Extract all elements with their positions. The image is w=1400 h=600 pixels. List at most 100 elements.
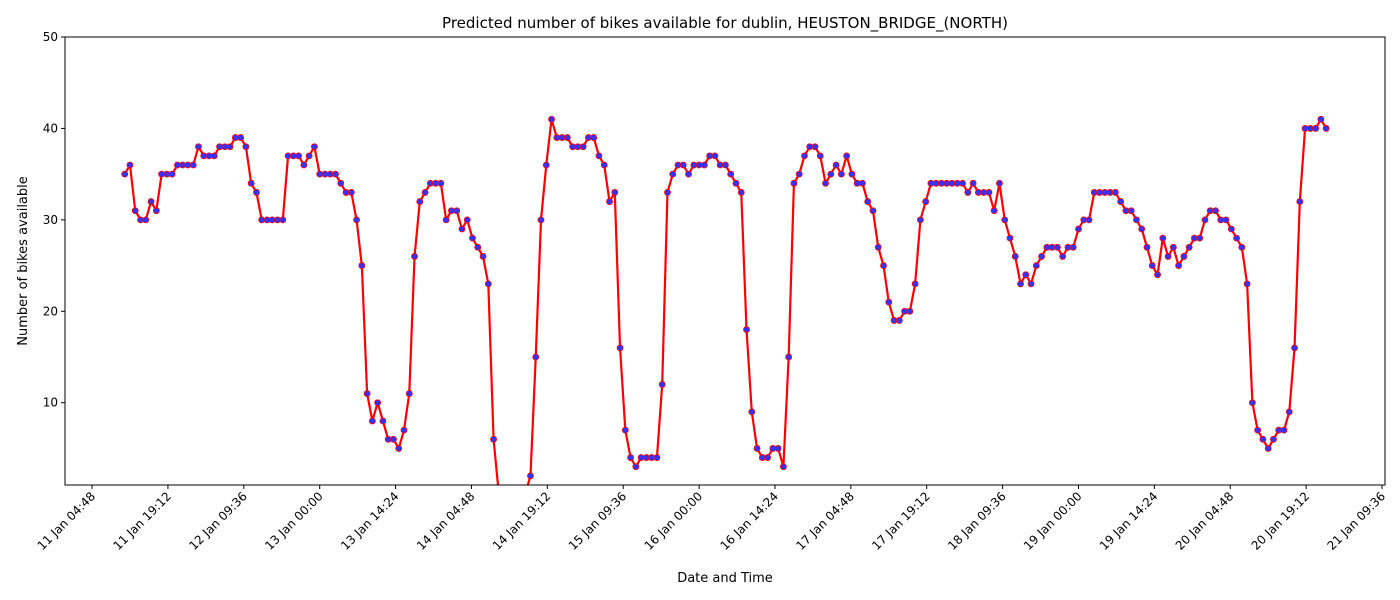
x-tick-label: 20 Jan 04:48 <box>1173 489 1237 553</box>
x-tick-label: 20 Jan 19:12 <box>1249 489 1313 553</box>
data-point <box>669 170 677 178</box>
data-point <box>743 326 750 333</box>
data-point <box>474 243 482 251</box>
data-point <box>1322 125 1330 132</box>
data-point <box>595 152 603 160</box>
data-point <box>1148 262 1156 269</box>
x-tick-label: 21 Jan 09:36 <box>1325 489 1389 553</box>
data-point <box>1291 344 1298 352</box>
data-point <box>442 216 450 224</box>
data-point <box>279 216 287 224</box>
data-point <box>242 143 250 151</box>
data-point <box>917 216 924 224</box>
data-point <box>906 307 914 315</box>
data-point <box>411 253 418 260</box>
data-point <box>210 152 218 160</box>
x-tick-label: 12 Jan 09:36 <box>186 489 250 553</box>
data-point <box>843 152 851 160</box>
x-tick-label: 17 Jan 19:12 <box>869 489 933 553</box>
data-point <box>469 234 476 242</box>
data-point <box>827 170 835 178</box>
data-point <box>121 170 129 178</box>
data-point <box>832 161 840 169</box>
data-point <box>126 161 134 169</box>
y-axis-label: Number of bikes available <box>16 176 31 346</box>
data-line <box>123 118 1328 485</box>
data-point <box>785 353 793 361</box>
chart-title: Predicted number of bikes available for … <box>442 14 1008 33</box>
x-tick-label: 11 Jan 19:12 <box>110 489 174 553</box>
x-tick-label: 13 Jan 14:24 <box>338 489 402 553</box>
data-point <box>985 189 993 196</box>
data-point <box>1254 426 1262 434</box>
data-point <box>1085 216 1093 224</box>
data-point <box>990 207 998 215</box>
data-point <box>1006 234 1014 242</box>
data-point <box>147 198 155 205</box>
data-point <box>1022 271 1030 279</box>
data-point <box>453 207 461 215</box>
data-point <box>189 161 197 169</box>
data-point <box>168 170 176 178</box>
x-tick-label: 16 Jan 00:00 <box>642 489 706 553</box>
data-point <box>1154 271 1161 279</box>
data-point <box>1127 207 1135 215</box>
data-point <box>895 317 903 324</box>
x-tick-label: 16 Jan 14:24 <box>717 489 781 553</box>
data-point <box>658 381 666 388</box>
data-point <box>1017 280 1024 288</box>
data-point <box>1069 243 1077 251</box>
data-point <box>1175 262 1183 269</box>
data-point <box>479 253 487 260</box>
data-point <box>1038 253 1046 260</box>
data-point <box>131 207 139 215</box>
data-point <box>527 472 534 480</box>
data-point <box>1233 234 1240 242</box>
data-point <box>347 189 355 196</box>
data-point <box>305 152 313 160</box>
data-point <box>606 198 613 205</box>
data-point <box>463 216 471 224</box>
data-point <box>537 216 545 224</box>
data-point <box>727 170 735 178</box>
data-point <box>563 134 571 141</box>
data-point <box>1238 243 1246 251</box>
data-point <box>922 198 930 205</box>
data-point <box>311 143 318 151</box>
data-point <box>816 152 824 160</box>
data-point <box>969 179 977 187</box>
data-point <box>1054 243 1061 251</box>
data-point <box>1143 243 1151 251</box>
data-point <box>864 198 872 205</box>
data-point <box>1212 207 1219 215</box>
data-point <box>247 179 255 187</box>
data-point <box>885 298 893 306</box>
data-point <box>579 143 587 151</box>
data-point <box>405 390 413 397</box>
data-point <box>959 179 966 187</box>
data-point <box>1280 426 1288 434</box>
y-tick-label: 40 <box>43 121 58 135</box>
data-point <box>421 189 429 196</box>
data-point <box>1133 216 1140 224</box>
x-tick-label: 14 Jan 04:48 <box>414 489 478 553</box>
data-point <box>679 161 687 169</box>
x-tick-label: 11 Jan 04:48 <box>35 489 99 553</box>
data-point <box>653 454 661 461</box>
data-point <box>627 454 634 461</box>
data-point <box>226 143 234 151</box>
data-point <box>822 179 829 187</box>
data-point <box>484 280 492 288</box>
data-point <box>496 491 502 497</box>
data-point <box>795 170 803 178</box>
data-point <box>358 262 366 269</box>
data-point <box>532 353 540 361</box>
data-point <box>590 134 598 141</box>
data-point <box>1059 253 1067 260</box>
data-point <box>790 179 798 187</box>
data-point <box>1227 225 1235 233</box>
data-point <box>1032 262 1040 269</box>
data-point <box>390 435 397 443</box>
data-point <box>332 170 339 178</box>
